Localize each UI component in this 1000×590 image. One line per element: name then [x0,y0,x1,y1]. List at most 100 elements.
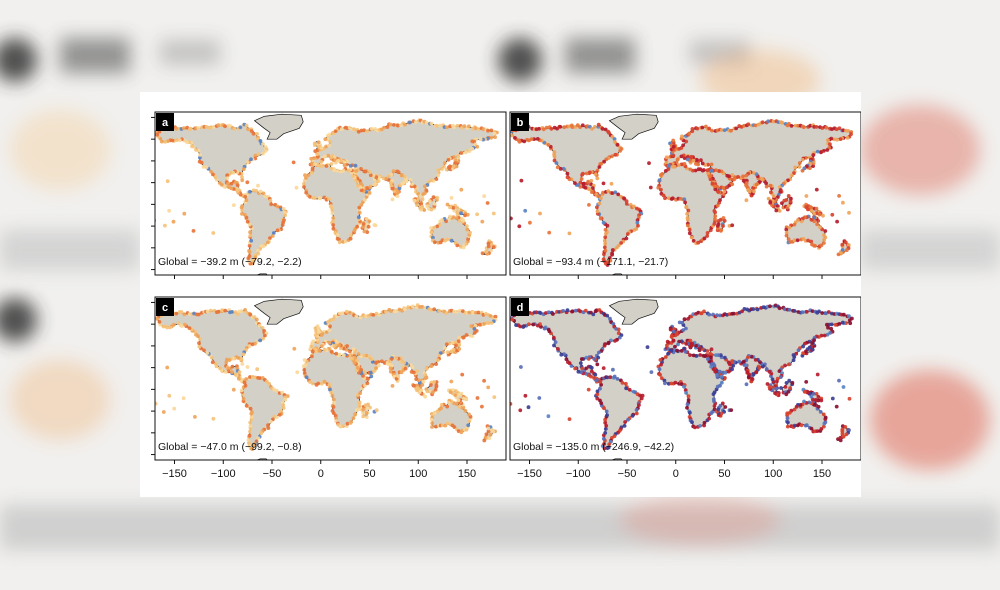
coastal-marker [710,128,714,133]
panel-label-badge [156,298,174,316]
coastal-marker [459,391,464,396]
coastal-marker [247,254,252,258]
coastal-marker [165,365,170,370]
coastal-marker [691,239,696,243]
coastal-marker [463,150,468,155]
coastal-marker [606,189,611,193]
coastal-marker [510,216,513,221]
coastal-marker [470,147,475,151]
coastal-marker [819,398,824,403]
coastal-marker [171,219,176,224]
coastal-marker [327,340,332,345]
coastal-marker [467,149,472,153]
landmass-antarctica [610,458,623,460]
coastal-marker [489,248,493,253]
coastal-marker [723,370,728,375]
coastal-marker [396,374,401,378]
coastal-marker [163,140,168,144]
coastal-marker [684,342,689,346]
coastal-marker [391,169,396,173]
coastal-marker [704,124,708,129]
coastal-marker [742,307,747,311]
coastal-marker [268,236,272,241]
coastal-marker [744,382,749,387]
coastal-marker [526,405,531,410]
coastal-marker [274,388,279,393]
coastal-marker [387,359,392,364]
coastal-marker [257,323,262,328]
coastal-marker [486,429,491,434]
coastal-marker [209,169,213,174]
coastal-marker [792,423,797,428]
coastal-marker [707,126,711,131]
coastal-marker [460,372,465,377]
coastal-marker [431,390,435,394]
coastal-marker [235,183,240,188]
coastal-marker [362,370,367,374]
coastal-marker [476,310,481,315]
coastal-marker [546,143,551,147]
coastal-marker [841,200,845,205]
coastal-marker [248,429,252,434]
coastal-marker [793,165,798,170]
coastal-marker [730,223,735,228]
coastal-marker [244,403,249,408]
coastal-marker [187,326,192,330]
coastal-marker [244,123,249,128]
coastal-marker [580,123,585,128]
coastal-marker [615,377,620,381]
coastal-marker [604,409,609,414]
coastal-marker [225,173,230,178]
coastal-marker [303,363,308,367]
coastal-marker [715,313,719,318]
coastal-marker [386,174,391,179]
coastal-marker [746,122,751,127]
coastal-marker [341,346,346,351]
coastal-marker [291,160,296,165]
coastal-marker [256,248,260,253]
coastal-marker [263,194,267,199]
coastal-marker [565,171,570,176]
coastal-marker [611,367,615,372]
coastal-marker [205,351,209,355]
coastal-marker [712,390,717,395]
coastal-marker [688,344,692,349]
panel-frame [509,296,861,461]
coastal-marker [723,405,728,409]
coastal-marker [308,380,312,384]
coastal-marker [519,365,523,369]
coastal-marker [546,327,551,332]
coastal-marker [708,177,713,182]
coastal-marker [815,149,820,154]
coastal-marker [361,407,366,412]
coastal-marker [778,190,783,194]
coastal-marker [809,426,814,431]
coastal-marker [818,225,822,230]
coastal-marker [627,387,632,392]
coastal-marker [460,428,464,433]
coastal-marker [552,158,557,163]
coastal-marker [523,393,528,398]
coastal-marker [785,416,790,420]
coastal-marker [472,331,477,335]
coastal-marker [783,307,787,312]
coastal-marker [584,372,589,376]
coastal-marker [333,129,338,133]
coastal-marker [647,161,651,165]
coastal-marker [248,375,252,379]
coastal-marker [659,362,663,367]
coastal-marker [240,204,245,208]
coastal-marker [799,219,804,224]
coastal-markers [510,119,854,267]
coastal-marker [369,370,373,375]
coastal-marker [304,176,308,180]
coastal-marker [602,238,607,243]
coastal-marker [309,344,314,348]
coastal-marker [231,387,236,392]
coastal-marker [688,353,692,357]
map-panel-d: −150 −100 −50 0 50 100 150 d Global = −135.0 m (… [509,296,861,480]
coastal-marker [687,131,692,136]
coastal-marker [191,229,196,233]
coastal-marker [256,251,261,256]
coastal-marker [392,123,396,127]
